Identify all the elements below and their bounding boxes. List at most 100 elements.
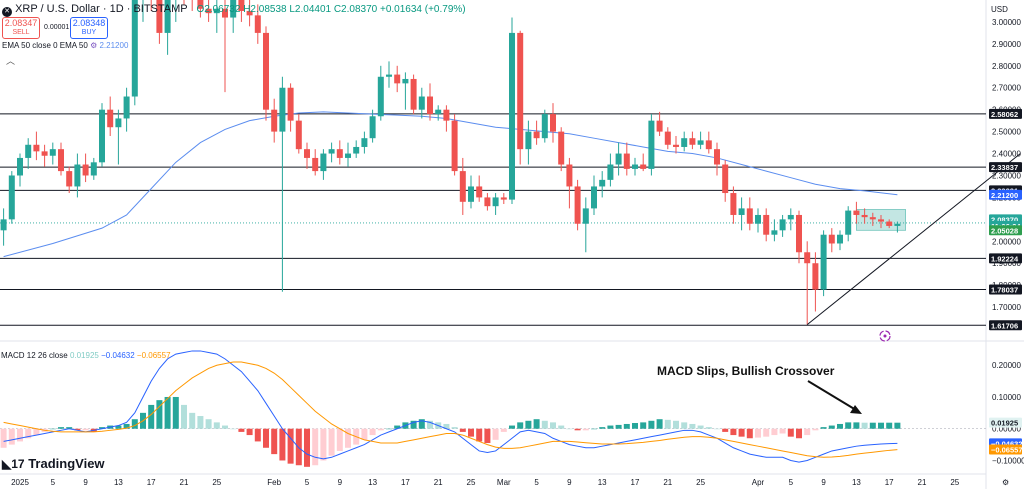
- axis-badge-text: 2.58062: [991, 110, 1018, 119]
- axis-badge: 1.92224: [989, 253, 1022, 264]
- axis-badge-bg: [989, 284, 1022, 295]
- macd-hist-bar: [295, 428, 302, 466]
- candle-up: [0, 208, 7, 246]
- candle-body: [394, 74, 401, 84]
- collapse-legend-icon[interactable]: ︿: [6, 56, 16, 66]
- macd-tick-label: −0.10000: [992, 456, 1024, 465]
- macd-legend-label[interactable]: MACD 12 26 close: [1, 351, 68, 360]
- macd-axis[interactable]: 0.20000 0.10000 0.00000 −0.10000: [992, 361, 1024, 465]
- candle-body: [410, 78, 417, 110]
- sell-button[interactable]: 2.08347 SELL: [2, 17, 40, 39]
- candle-body: [99, 109, 105, 163]
- candle-down: [722, 160, 729, 202]
- time-tick-label: 5: [789, 478, 794, 487]
- macd-hist-bar: [533, 419, 540, 429]
- axis-badge-text: −0.06557: [991, 446, 1023, 455]
- macd-hist-bar: [25, 428, 32, 439]
- candle-up: [328, 142, 335, 163]
- candle-up: [837, 230, 843, 251]
- buy-button[interactable]: 2.08348 BUY: [70, 17, 108, 39]
- candle-body: [689, 138, 696, 145]
- candle-body: [582, 208, 589, 224]
- candle-body: [33, 144, 40, 152]
- axis-badge-bg: [989, 189, 1022, 200]
- macd-hist-bar: [853, 422, 860, 429]
- macd-hist-bar: [82, 428, 89, 431]
- axis-badge-text: 1.61706: [991, 321, 1018, 330]
- candle-up: [90, 157, 97, 180]
- candle-down: [484, 193, 491, 211]
- macd-hist-bar: [49, 428, 56, 430]
- macd-hist-bar: [468, 428, 474, 437]
- candle-body: [861, 214, 868, 218]
- candle-body: [17, 157, 23, 176]
- macd-hist-bar: [697, 425, 704, 429]
- candle-body: [197, 0, 204, 9]
- macd-tick-label: 0.20000: [992, 361, 1021, 370]
- candle-body: [632, 164, 638, 169]
- macd-hist-bar: [714, 428, 720, 430]
- macd-signal-value: −0.06557: [136, 351, 171, 360]
- macd-hist-bar: [8, 428, 15, 445]
- macd-hist-bar: [746, 428, 753, 439]
- macd-hist-bar: [689, 423, 696, 429]
- candle-body: [49, 149, 56, 156]
- macd-hist-bar: [287, 428, 294, 464]
- macd-hist-bar: [878, 422, 884, 429]
- macd-hist-bar: [451, 427, 458, 429]
- symbol-title[interactable]: XRP / U.S. Dollar · 1D · BITSTAMP: [15, 3, 188, 15]
- chart-settings-icon: ⚙: [1002, 478, 1009, 487]
- macd-hist-bar: [591, 428, 597, 430]
- candle-body: [771, 230, 778, 235]
- macd-hist-bar: [197, 416, 204, 429]
- candle-up: [123, 87, 130, 132]
- candle-body: [123, 96, 130, 119]
- axis-badge: 2.05028: [989, 225, 1022, 236]
- macd-hist-bar: [279, 428, 286, 461]
- ema-settings-icon[interactable]: ⚙: [90, 41, 98, 50]
- time-tick-label: Apr: [752, 478, 765, 487]
- candle-body: [164, 0, 171, 33]
- macd-hist-bar: [582, 428, 589, 431]
- candle-up: [738, 197, 745, 231]
- replay-icon[interactable]: [879, 330, 891, 342]
- candle-down: [853, 201, 860, 224]
- candle-up: [697, 131, 704, 150]
- candle-down: [254, 4, 261, 44]
- axis-badge-bg: [989, 320, 1022, 331]
- macd-hist-bar: [148, 404, 155, 429]
- macd-hist-bar: [361, 428, 368, 440]
- candle-up: [435, 105, 442, 121]
- candle-body: [599, 179, 606, 187]
- candle-body: [681, 138, 688, 147]
- arrow-shaft: [807, 380, 857, 411]
- candle-body: [566, 164, 573, 187]
- candle-body: [386, 74, 392, 77]
- macd-hist-bar: [17, 428, 23, 442]
- replay-icon-dot: [883, 334, 887, 338]
- time-tick-label: 2025: [11, 478, 29, 487]
- candle-body: [828, 234, 835, 244]
- candle-down: [500, 193, 507, 204]
- candle-body: [222, 8, 228, 18]
- ema-50-polyline: [3, 111, 898, 258]
- macd-hist-bar: [615, 424, 622, 429]
- candle-up: [615, 142, 622, 176]
- ema-legend-label[interactable]: EMA 50 close 0 EMA 50: [2, 41, 88, 50]
- candle-down: [656, 111, 663, 136]
- time-axis[interactable]: 2025 5 9 13 17 21 25 Feb 5 9 13 17 21 25 Mar 5 9 13 17 21 25…: [11, 478, 1009, 487]
- candle-body: [345, 153, 351, 158]
- candle-up: [99, 103, 105, 167]
- candle-body: [615, 153, 622, 165]
- macd-hist-bar: [812, 428, 819, 431]
- axis-badge: 1.78037: [989, 284, 1022, 295]
- time-tick-label: 21: [180, 478, 189, 487]
- tradingview-logo[interactable]: ◣17 TradingView: [2, 456, 105, 471]
- candle-body: [648, 120, 655, 169]
- candle-up: [771, 219, 778, 242]
- candle-down: [107, 96, 114, 136]
- macd-hist-bar: [312, 428, 319, 466]
- macd-hist-bar: [304, 428, 310, 467]
- currency-label[interactable]: USD: [991, 5, 1008, 14]
